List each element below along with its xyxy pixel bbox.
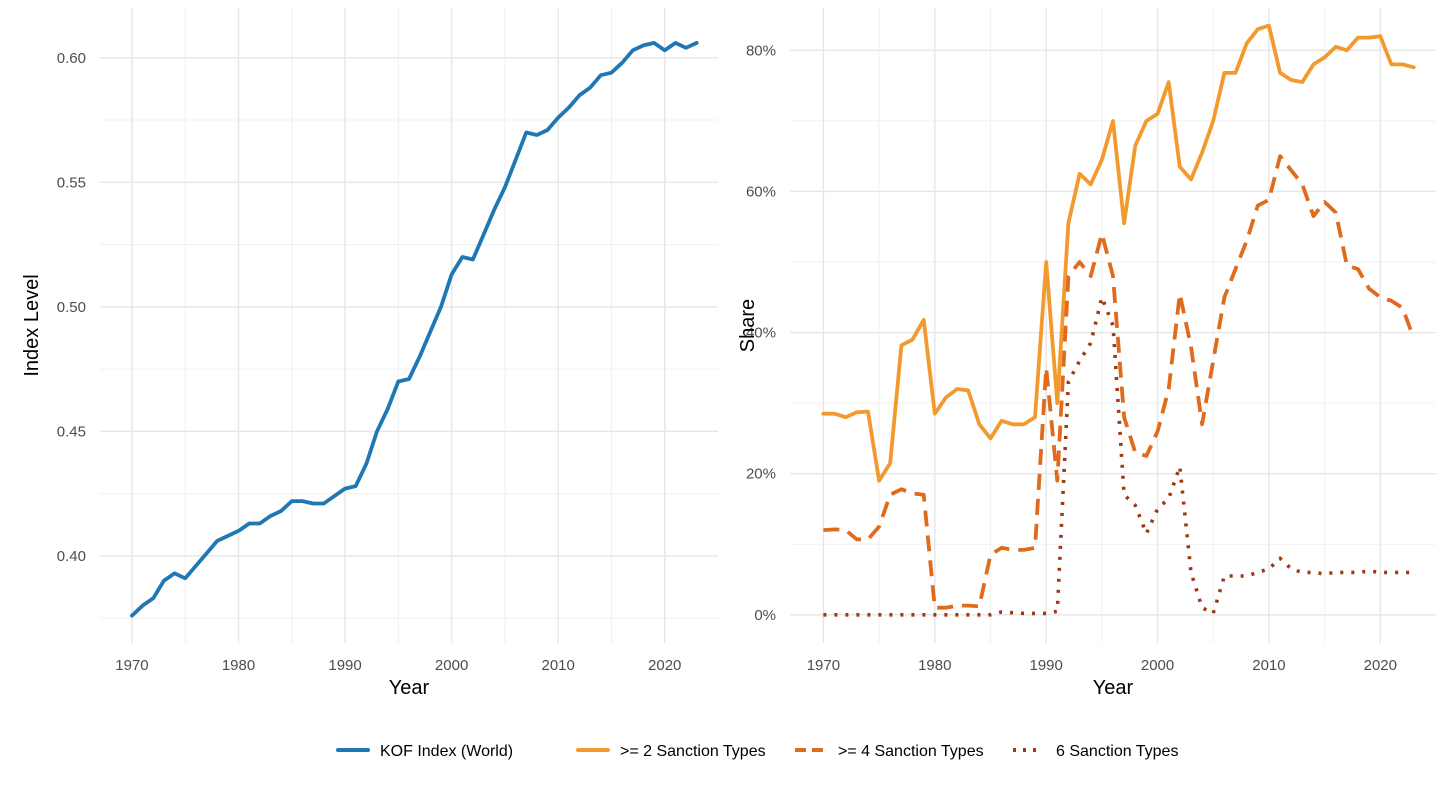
left-x-tick-label: 2010 (541, 657, 574, 674)
right-gridlines (790, 8, 1436, 643)
right-series-line-1 (821, 23, 1416, 483)
left-x-tick-label: 1990 (328, 657, 361, 674)
right-x-tick-label: 1980 (918, 657, 951, 674)
left-gridlines (100, 8, 718, 643)
left-y-tick-label: 0.40 (57, 548, 86, 565)
right-y-tick-label: 60% (746, 183, 776, 200)
right-y-tick-label: 40% (746, 325, 776, 342)
legend-label-4: 6 Sanction Types (1056, 743, 1178, 760)
left-series-line-1 (130, 41, 699, 618)
left-y-tick-label: 0.55 (57, 174, 86, 191)
left-y-axis-title: Index Level (21, 274, 43, 376)
right-y-axis-title: Share (737, 299, 759, 352)
right-y-tick-label: 20% (746, 466, 776, 483)
right-y-tick-label: 0% (754, 607, 776, 624)
left-y-tick-label: 0.50 (57, 299, 86, 316)
right-x-tick-label: 1990 (1029, 657, 1062, 674)
right-x-tick-label: 2010 (1252, 657, 1285, 674)
panel-sanction-share: 1970 1980 1990 2000 2010 2020 0% 20% 40% 60% 80% Ye… (737, 8, 1436, 699)
left-x-tick-label: 1980 (222, 657, 255, 674)
left-y-tick-label: 0.45 (57, 423, 86, 440)
legend-label-3: >= 4 Sanction Types (838, 743, 984, 760)
legend-label-1: KOF Index (World) (380, 743, 513, 760)
right-y-tick-label: 80% (746, 42, 776, 59)
right-x-axis-title: Year (1093, 677, 1134, 699)
right-series-line-2 (823, 154, 1416, 610)
left-x-tick-label: 1970 (115, 657, 148, 674)
panel-kof-index: 1970 1980 1990 2000 2010 2020 0.40 0.45 0.50 0.55… (21, 8, 718, 699)
left-x-tick-label: 2000 (435, 657, 468, 674)
left-y-tick-label: 0.60 (57, 50, 86, 67)
left-x-axis-title: Year (389, 677, 430, 699)
right-x-tick-label: 2000 (1141, 657, 1174, 674)
legend-label-2: >= 2 Sanction Types (620, 743, 766, 760)
right-series-line-3 (823, 295, 1414, 617)
right-x-tick-label: 1970 (807, 657, 840, 674)
legend: KOF Index (World) >= 2 Sanction Types >= 4… (336, 743, 1178, 760)
right-x-tick-label: 2020 (1364, 657, 1397, 674)
left-x-tick-label: 2020 (648, 657, 681, 674)
